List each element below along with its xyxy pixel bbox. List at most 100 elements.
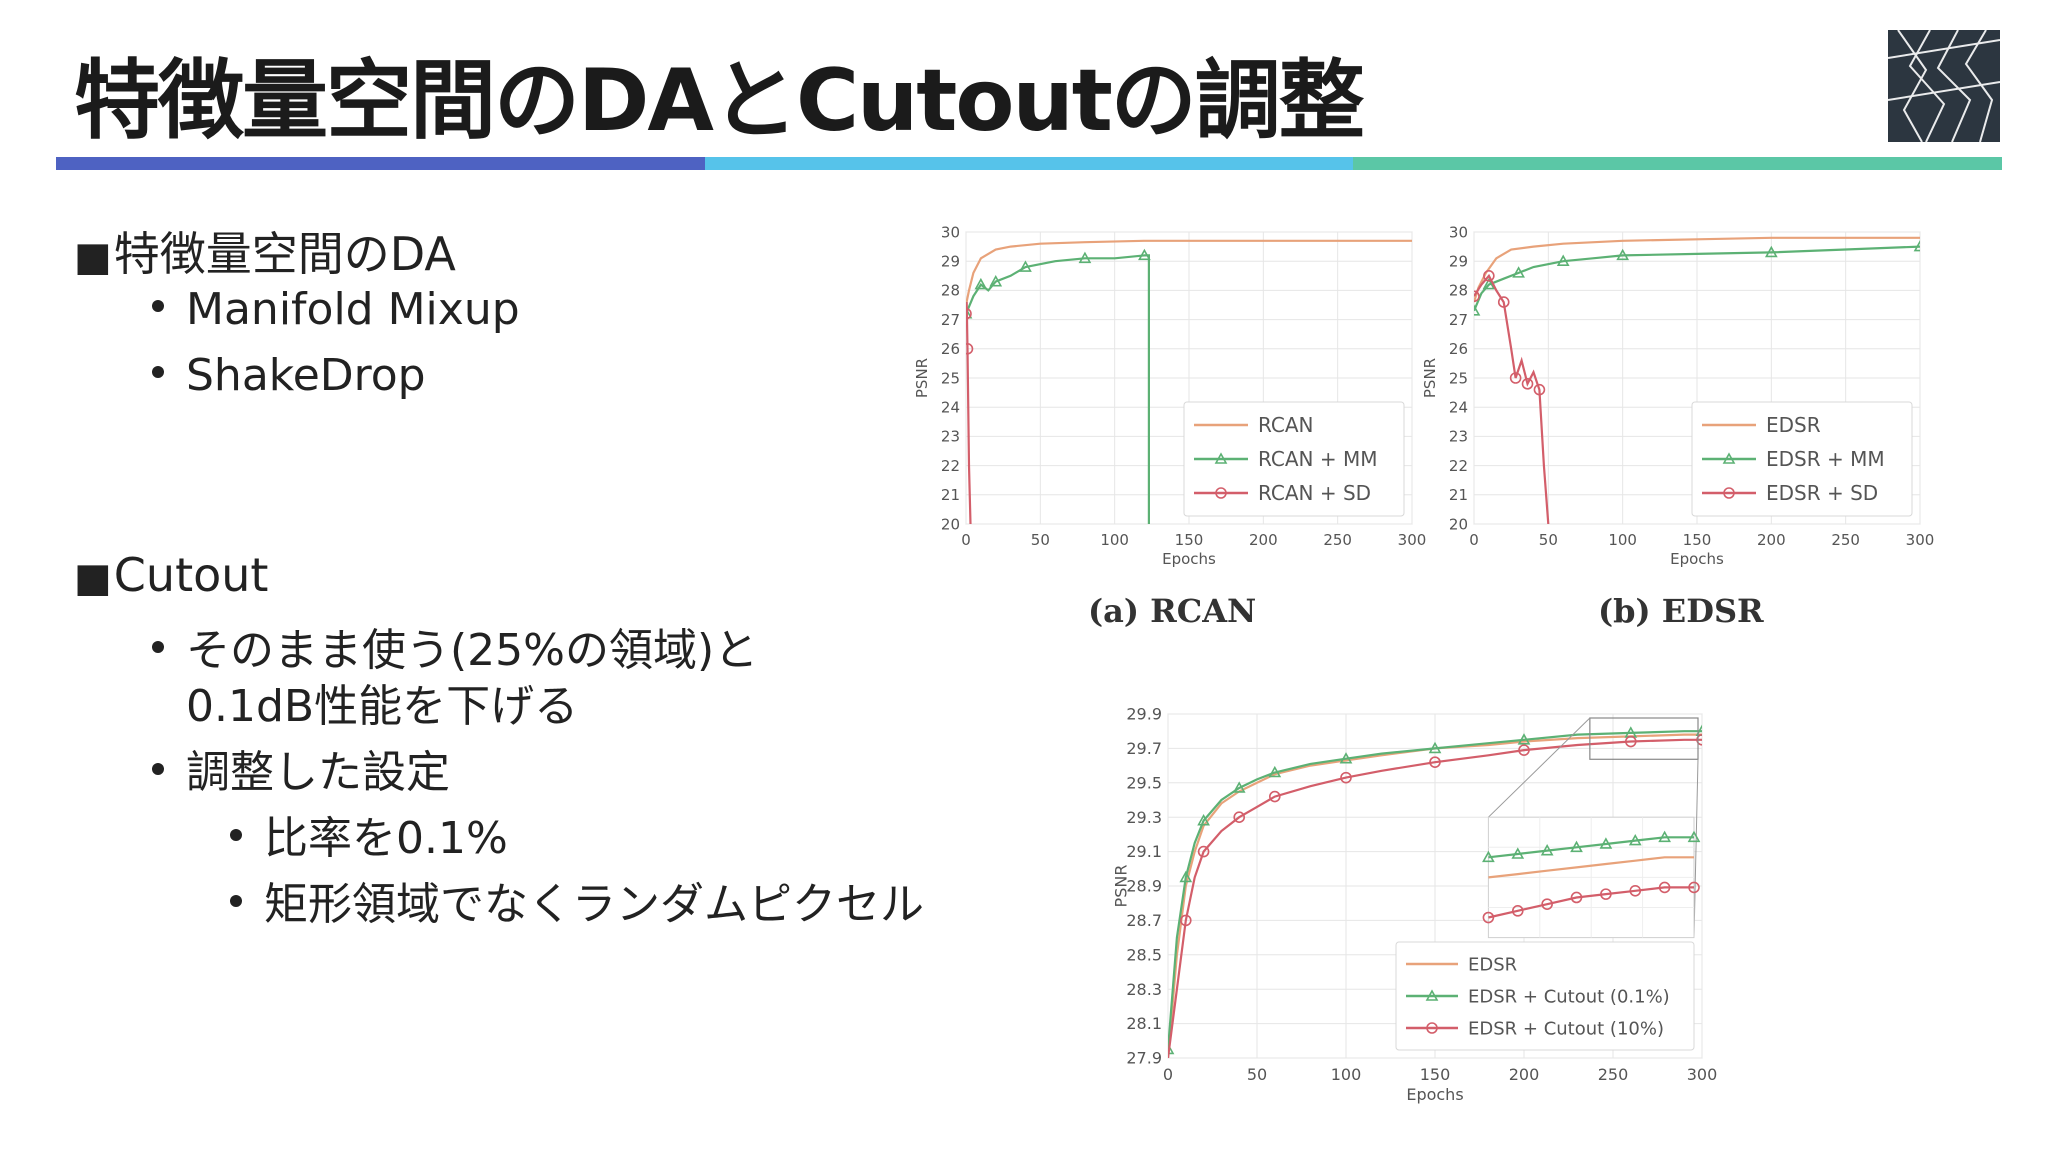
series-point-1: [1474, 304, 1481, 316]
x-axis-label: Epochs: [1670, 550, 1724, 568]
series-point-2: [1429, 756, 1441, 768]
legend-marker: [1426, 1022, 1438, 1034]
y-tick-label: 28.7: [1126, 911, 1162, 930]
x-tick-label: 150: [1420, 1065, 1451, 1084]
series-point-2: [1233, 811, 1245, 823]
x-tick-label: 300: [1398, 531, 1427, 549]
inset-series-point-1: [1540, 843, 1554, 856]
inset-series-point-1: [1658, 830, 1671, 843]
y-tick-label: 25: [941, 369, 960, 387]
square-bullet-icon: ■: [74, 234, 112, 280]
series-point-1: [1556, 254, 1570, 267]
inset-series-point-1: [1599, 837, 1613, 849]
y-tick-label: 20: [941, 515, 960, 533]
y-tick-label: 28: [1449, 282, 1468, 300]
series-point-1: [1517, 733, 1531, 745]
list-item-manifold-mixup: Manifold Mixup: [152, 284, 520, 335]
list-item-shakedrop: ShakeDrop: [152, 350, 426, 401]
y-tick-label: 24: [1449, 398, 1468, 416]
accent-bar-teal: [1353, 157, 2003, 170]
inset-series-point-1: [1511, 847, 1525, 859]
series-point-2: [1509, 372, 1522, 384]
x-tick-label: 250: [1323, 531, 1352, 549]
series-point-2: [1483, 269, 1495, 282]
series-line-1: [966, 254, 1150, 524]
legend-marker: [1214, 452, 1228, 464]
inset-series-point-1: [1482, 850, 1495, 863]
series-point-2: [1533, 383, 1546, 396]
sub-item-random-pixel: 矩形領域でなくランダムピクセル: [230, 868, 924, 932]
legend-marker: [1723, 487, 1735, 499]
legend-box: [1691, 401, 1913, 517]
x-tick-label: 150: [1175, 531, 1204, 549]
series-point-2: [966, 343, 974, 355]
x-tick-label: 100: [1608, 531, 1637, 549]
series-line-2: [1168, 738, 1702, 1058]
zoom-connector: [1488, 717, 1591, 818]
inset-series-point-1: [1570, 840, 1583, 853]
plot-series-group: [1474, 236, 1920, 524]
x-tick-label: 50: [1031, 531, 1050, 549]
chart-edsr-caption: (b) EDSR: [1598, 592, 1764, 630]
bullet-dot-icon: [230, 895, 242, 907]
list-item-cutout-default: そのまま使う(25%の領域)と: [152, 614, 758, 678]
bullet-dot-icon: [152, 763, 164, 775]
plot-series-group: [966, 239, 1412, 524]
x-tick-label: 200: [1249, 531, 1278, 549]
series-point-1: [1695, 724, 1702, 737]
bullet-dot-icon: [152, 641, 164, 653]
x-tick-label: 200: [1509, 1065, 1540, 1084]
plot-series-group: [1168, 724, 1702, 1058]
inset-series-point-2: [1658, 881, 1671, 894]
series-line-0: [1168, 733, 1702, 1058]
y-tick-label: 30: [1449, 223, 1468, 241]
series-point-1: [966, 307, 973, 319]
y-tick-label: 28.1: [1126, 1014, 1162, 1033]
inset-series-point-2: [1600, 888, 1612, 900]
y-tick-label: 27: [941, 311, 960, 329]
series-point-1: [1913, 239, 1920, 252]
y-tick-label: 27.9: [1126, 1049, 1162, 1068]
series-point-1: [1197, 813, 1210, 826]
x-tick-label: 150: [1683, 531, 1712, 549]
x-tick-label: 50: [1247, 1065, 1267, 1084]
inset-series-point-2: [1541, 898, 1553, 910]
chart-cutout: 27.9 28.1 28.3 28.5 28.7 28.9 29.1 29.3 29.5 29.7…: [1096, 696, 1736, 1126]
y-tick-label: 29: [941, 252, 960, 270]
series-point-1: [1168, 1042, 1175, 1055]
series-point-2: [966, 307, 972, 320]
series-point-2: [1180, 914, 1192, 927]
bullet-dot-icon: [152, 366, 164, 378]
series-point-1: [1482, 277, 1496, 290]
inset-series-line-1: [1488, 836, 1694, 859]
accent-bar-cyan: [704, 157, 1354, 170]
series-point-1: [1512, 266, 1525, 278]
y-tick-label: 21: [1449, 486, 1468, 504]
series-line-1: [1168, 730, 1702, 1050]
y-tick-label: 28.5: [1126, 945, 1162, 964]
y-tick-label: 21: [941, 486, 960, 504]
series-line-2: [966, 302, 972, 524]
y-tick-label: 20: [1449, 515, 1468, 533]
series-point-2: [1497, 296, 1510, 308]
x-axis-label: Epochs: [1162, 550, 1216, 568]
x-tick-label: 200: [1757, 531, 1786, 549]
slide-title: 特徴量空間のDAとCutoutの調整: [74, 51, 1365, 151]
inset-series-point-2: [1511, 905, 1524, 917]
inset-series-point-1: [1628, 833, 1642, 846]
y-tick-label: 28: [941, 282, 960, 300]
legend-box: [1183, 401, 1405, 517]
inset-series-point-2: [1570, 891, 1583, 904]
y-tick-label: 29.3: [1126, 808, 1162, 827]
accent-bar-blue: [56, 157, 705, 170]
y-axis-label: PSNR: [913, 358, 931, 398]
x-tick-label: 0: [1469, 531, 1479, 549]
zoom-region-box: [1589, 717, 1699, 760]
y-tick-label: 25: [1449, 369, 1468, 387]
series-point-2: [1624, 735, 1637, 748]
zoom-connector: [1693, 759, 1699, 938]
series-point-1: [1232, 781, 1246, 793]
x-tick-label: 100: [1100, 531, 1129, 549]
y-tick-label: 27: [1449, 311, 1468, 329]
